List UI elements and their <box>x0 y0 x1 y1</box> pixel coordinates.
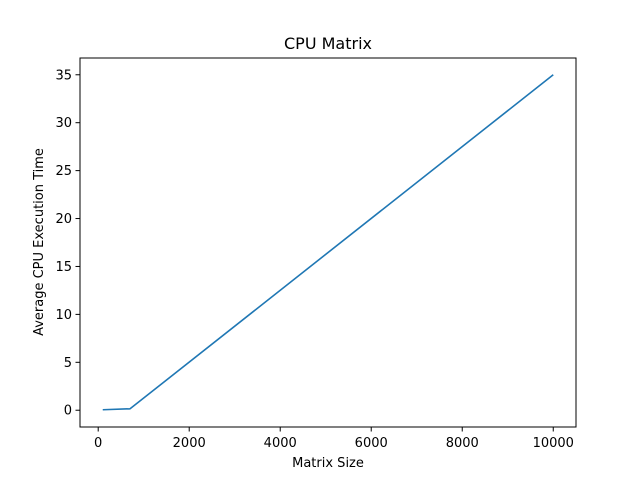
y-tick-label: 25 <box>55 164 72 179</box>
x-tick-label: 0 <box>94 436 102 451</box>
series-line-0 <box>102 74 554 411</box>
chart-title: CPU Matrix <box>284 34 372 53</box>
y-tick-label: 15 <box>55 260 72 275</box>
y-tick-label: 0 <box>64 404 72 419</box>
y-tick-label: 35 <box>55 68 72 83</box>
x-axis-label: Matrix Size <box>292 456 364 471</box>
x-tick-label: 6000 <box>355 436 388 451</box>
y-tick-label: 30 <box>55 116 72 131</box>
y-tick-label: 10 <box>55 308 72 323</box>
y-axis-label: Average CPU Execution Time <box>32 148 47 336</box>
x-tick-label: 10000 <box>533 436 574 451</box>
x-tick-label: 8000 <box>446 436 479 451</box>
plot-area <box>79 57 577 428</box>
x-tick-label: 4000 <box>264 436 297 451</box>
axes-frame <box>79 57 577 428</box>
x-tick-label: 2000 <box>173 436 206 451</box>
y-tick-label: 5 <box>64 356 72 371</box>
y-tick-label: 20 <box>55 212 72 227</box>
x-axis-ticks: 0 2000 4000 6000 8000 10000 <box>94 427 574 451</box>
y-axis-ticks: 0 5 10 15 20 25 30 35 <box>55 68 80 419</box>
